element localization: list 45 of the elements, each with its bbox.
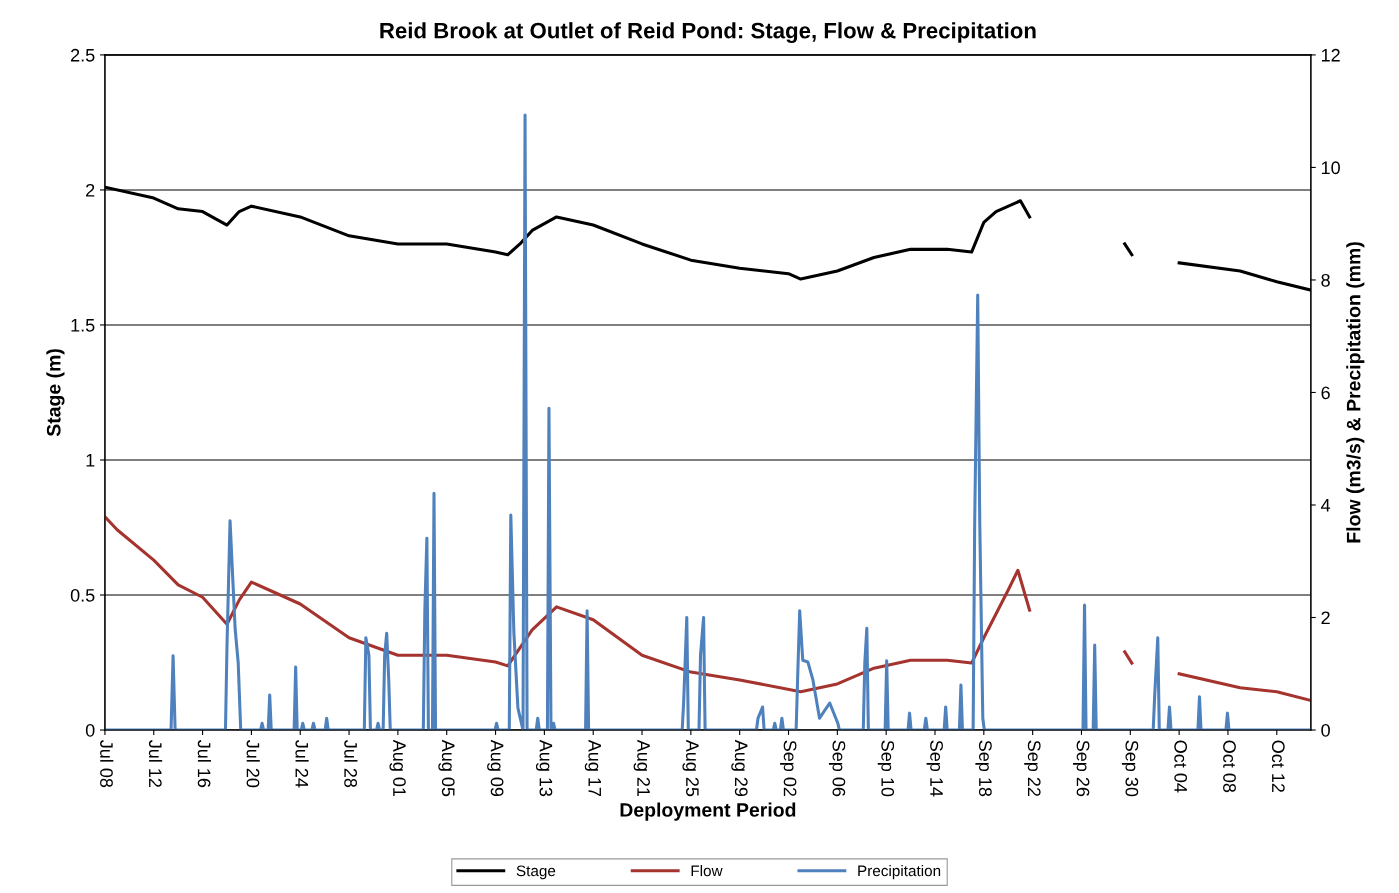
chart-title: Reid Brook at Outlet of Reid Pond: Stage, Flow & Precipitation [380, 22, 1036, 43]
legend-label: Stage [516, 865, 556, 880]
x-tick-label: Aug 17 [584, 739, 601, 797]
y2-tick-label: 2 [1321, 611, 1330, 625]
x-tick-label: Aug 13 [535, 739, 553, 797]
y-tick-label: 0.5 [70, 588, 95, 602]
legend-label: Flow [691, 865, 723, 877]
y-tick-label: 1 [86, 454, 95, 467]
x-tick-label: Sep 14 [926, 740, 943, 797]
y-tick-label: 2.5 [71, 48, 95, 62]
x-tick-label: Sep 10 [877, 740, 895, 797]
x-tick-label: Sep 02 [780, 740, 797, 797]
x-tick-label: Oct 12 [1271, 740, 1285, 793]
y2-tick-label: 6 [1321, 386, 1330, 400]
y2-tick-label: 0 [1321, 723, 1330, 737]
x-tick-label: Sep 26 [1073, 740, 1090, 797]
legend-label: Precipitation [858, 865, 941, 880]
x-tick-label: Aug 09 [487, 739, 504, 797]
y-axis-title: Stage (m) [46, 349, 65, 437]
x-tick-label: Oct 08 [1223, 740, 1236, 793]
y-tick-label: 0 [85, 723, 95, 737]
y2-tick-label: 12 [1321, 48, 1340, 62]
y2-tick-label: 4 [1321, 499, 1331, 512]
y2-axis-title: Flow (m3/s) & Precipitation (mm) [1346, 242, 1365, 543]
y2-tick-label: 10 [1321, 161, 1340, 175]
x-tick-label: Aug 25 [682, 739, 699, 797]
x-tick-label: Sep 06 [828, 740, 846, 797]
x-tick-label: Jul 20 [246, 740, 260, 788]
x-tick-label: Jul 16 [197, 740, 211, 788]
x-tick-label: Jul 24 [295, 740, 309, 788]
x-tick-label: Sep 30 [1121, 740, 1139, 797]
x-tick-label: Jul 28 [344, 740, 358, 788]
x-tick-label: Aug 05 [438, 739, 455, 797]
x-tick-label: Sep 18 [975, 740, 992, 797]
x-tick-label: Sep 22 [1024, 740, 1041, 797]
y-tick-label: 2 [86, 183, 95, 197]
y2-tick-label: 8 [1321, 273, 1330, 287]
x-tick-label: Jul 12 [148, 740, 163, 788]
x-tick-label: Aug 01 [389, 739, 406, 797]
x-tick-label: Aug 21 [633, 739, 650, 797]
y-tick-label: 1.5 [71, 319, 95, 332]
x-tick-label: Oct 04 [1174, 740, 1188, 793]
x-tick-label: Jul 08 [100, 740, 114, 788]
x-tick-label: Aug 29 [731, 739, 748, 797]
x-axis-title: Deployment Period [620, 802, 796, 821]
